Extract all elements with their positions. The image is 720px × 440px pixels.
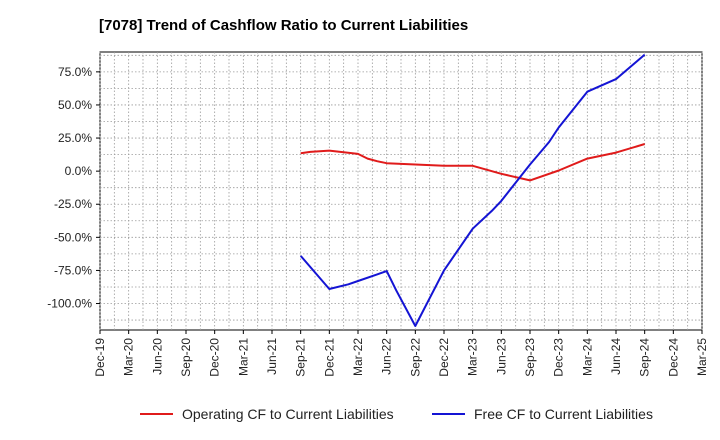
free-cf-line	[299, 53, 646, 327]
x-tick-label: Mar-21	[236, 338, 250, 376]
operating-cf-line	[300, 143, 645, 182]
x-tick-label: Mar-22	[351, 338, 365, 376]
series-lines	[299, 53, 646, 327]
x-tick-label: Mar-20	[122, 338, 136, 376]
x-tick-label: Sep-20	[179, 338, 193, 377]
x-tick-label: Jun-24	[609, 338, 623, 375]
y-tick-label: -25.0%	[54, 197, 92, 211]
y-axis-tick-labels: 75.0% 50.0% 25.0% 0.0% -25.0% -50.0% -75.0% -10…	[47, 65, 100, 311]
y-tick-label: 50.0%	[58, 98, 92, 112]
x-tick-label: Dec-19	[93, 338, 107, 377]
x-tick-label: Dec-22	[437, 338, 451, 377]
x-tick-label: Jun-20	[150, 338, 164, 375]
y-tick-label: -50.0%	[54, 230, 92, 244]
x-tick-label: Dec-23	[552, 338, 566, 377]
x-tick-label: Sep-22	[408, 338, 422, 377]
x-tick-label: Jun-23	[494, 338, 508, 375]
x-tick-label: Jun-21	[265, 338, 279, 375]
legend: Operating CF to Current Liabilities Free …	[140, 406, 653, 422]
y-tick-label: 0.0%	[65, 164, 93, 178]
grid-lines	[99, 52, 703, 330]
x-tick-label: Sep-23	[523, 338, 537, 377]
y-tick-label: -75.0%	[54, 263, 92, 277]
y-tick-label: -100.0%	[47, 297, 92, 311]
x-tick-label: Sep-21	[294, 338, 308, 377]
x-axis-tick-labels: Dec-19 Mar-20 Jun-20 Sep-20 Dec-20 Mar-21 Jun-…	[93, 330, 709, 377]
x-tick-label: Mar-24	[580, 338, 594, 376]
x-tick-label: Dec-24	[666, 338, 680, 377]
x-tick-label: Mar-25	[695, 338, 709, 376]
legend-label: Free CF to Current Liabilities	[474, 406, 653, 422]
legend-label: Operating CF to Current Liabilities	[182, 406, 394, 422]
x-tick-label: Dec-20	[208, 338, 222, 377]
chart-title: [7078] Trend of Cashflow Ratio to Curren…	[99, 17, 468, 34]
x-tick-label: Mar-23	[466, 338, 480, 376]
plot-area	[99, 51, 703, 331]
x-tick-label: Jun-22	[380, 338, 394, 375]
x-tick-label: Sep-24	[638, 338, 652, 377]
x-tick-label: Dec-21	[322, 338, 336, 377]
y-tick-label: 25.0%	[58, 131, 92, 145]
y-tick-label: 75.0%	[58, 65, 92, 79]
